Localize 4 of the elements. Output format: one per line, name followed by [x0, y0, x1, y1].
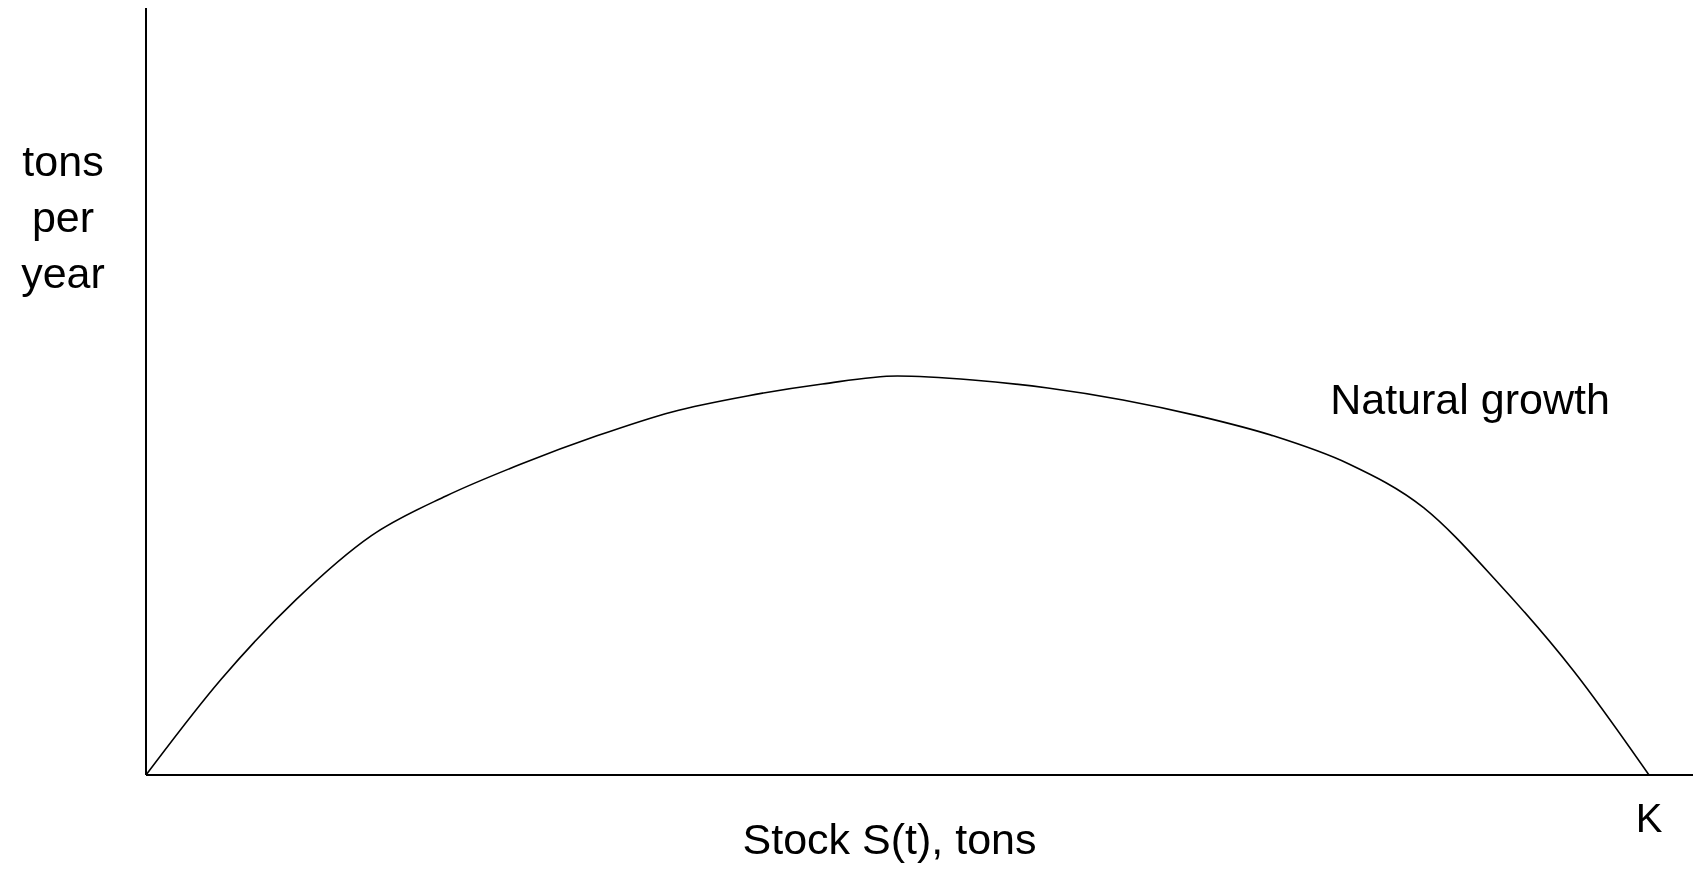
- y-axis-title: tons per year: [21, 137, 105, 297]
- x-axis-title: Stock S(t), tons: [742, 815, 1037, 863]
- series-label: Natural growth: [1330, 375, 1610, 423]
- text: K: [1635, 796, 1663, 840]
